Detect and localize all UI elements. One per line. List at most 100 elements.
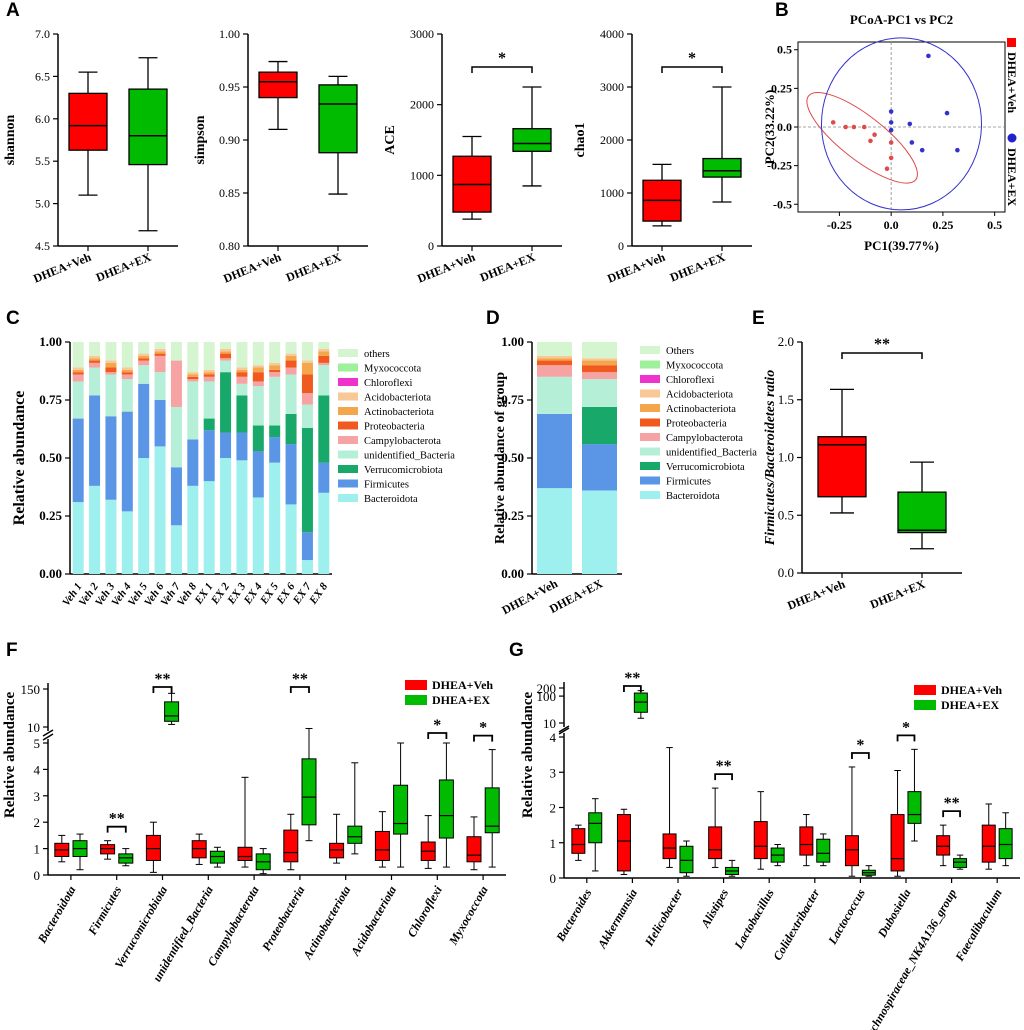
bar-segment-campylobacterota xyxy=(72,374,84,382)
bar-segment-verrucomicrobiota xyxy=(252,425,264,452)
y-tick-label: 0.50 xyxy=(39,450,62,465)
y-tick-label: 5.0 xyxy=(35,197,50,211)
x-tick-label: Campylobacterota xyxy=(205,884,262,969)
significance-bracket xyxy=(427,732,448,739)
bar-segment-proteobacteria xyxy=(203,374,215,377)
bar-segment-unidentified-bacteria xyxy=(105,374,117,417)
significance-label: ** xyxy=(292,671,308,688)
bar-segment-acidobacteriota xyxy=(105,360,117,363)
significance-label: * xyxy=(688,50,696,67)
panel-label-a: A xyxy=(6,0,20,21)
bar-segment-firmicutes xyxy=(187,439,199,486)
legend-swatch-campylobacterota xyxy=(338,436,358,444)
bar-segment-acidobacteriota xyxy=(203,369,215,373)
bar-segment-acidobacteriota xyxy=(220,348,232,352)
x-tick-label: DHEA+Veh xyxy=(785,577,847,613)
pcoa-scatter-plot: PCoA-PC1 vs PC2 -0.25 0.0 0.25 0.5 -0.5 -0.25 0… xyxy=(762,12,1019,253)
x-tick-label: Colidextribacter xyxy=(770,886,822,963)
y-tick-label: 10 xyxy=(543,716,556,731)
legend-label-firmicutes: Firmicutes xyxy=(364,480,409,491)
x-tick-label: DHEA+Veh xyxy=(605,250,667,286)
y-axis-label: shannon xyxy=(3,114,18,165)
box-ex xyxy=(209,850,225,864)
bar-segment-actinobacteriota xyxy=(121,369,133,373)
legend-swatch-unidentified-bacteria xyxy=(640,447,660,456)
veh-point xyxy=(861,124,867,130)
box-ex xyxy=(953,858,968,868)
box-veh xyxy=(145,834,161,861)
legend-label-veh: DHEA+Veh xyxy=(1005,52,1019,113)
x-tick-label: Bacteroidota xyxy=(34,884,78,947)
bar-segment-proteobacteria xyxy=(105,367,117,373)
y-tick-label: 2 xyxy=(34,815,41,830)
bar-segment-acidobacteriota xyxy=(138,353,150,356)
bar-segment-campylobacterota xyxy=(220,358,232,361)
bar-segment-verrucomicrobiota xyxy=(269,425,281,438)
bar-segment-bacteroidota xyxy=(170,525,182,574)
bar-segment-actinobacteriota xyxy=(269,365,281,370)
y-tick-label: 200 xyxy=(537,681,557,696)
bar-segment-acidobacteriota xyxy=(187,372,199,375)
legend-swatch-bacteroidota xyxy=(338,494,358,502)
ace-boxplot: 0 1000 2000 3000 ACE DHEA+Veh DHEA+EX * xyxy=(383,27,562,286)
legend-swatch-myxococcota xyxy=(640,360,660,369)
bar-segment-campylobacterota xyxy=(187,379,199,382)
y-tick-label: 1.00 xyxy=(501,334,524,349)
panel-label-d: D xyxy=(486,308,500,329)
box-ex xyxy=(347,825,363,844)
y-tick-label: 150 xyxy=(21,682,41,697)
y-tick-label: 0.75 xyxy=(39,392,62,407)
x-tick-label: Lactobacillus xyxy=(731,886,777,952)
ex-point xyxy=(926,53,931,59)
bar-segment-verrucomicrobiota xyxy=(285,413,297,445)
y-tick-label: 0.85 xyxy=(219,186,240,200)
legend-label-actinobacteriota: Actinobacteriota xyxy=(666,404,736,415)
legend-swatch-campylobacterota xyxy=(640,433,660,441)
bar-segment-campylobacterota xyxy=(203,376,215,382)
legend-swatch-firmicutes xyxy=(338,479,358,488)
legend-marker-ex xyxy=(1007,133,1017,143)
bar-segment-proteobacteria xyxy=(89,360,101,363)
y-tick-label: -0.5 xyxy=(773,197,792,211)
bar-segment-bacteroidota xyxy=(154,446,166,574)
bar-segment-unidentified-bacteria xyxy=(154,372,166,400)
bar-segment-bacteroidota xyxy=(252,497,264,574)
y-tick-label: 1000 xyxy=(410,168,434,182)
panel-label-c: C xyxy=(6,308,20,329)
x-tick-label: Lactococcus xyxy=(825,886,868,947)
x-tick-label: Faecalibaculum xyxy=(952,887,1005,965)
box-ex xyxy=(588,812,603,844)
bar-segment-campylobacterota xyxy=(269,372,281,377)
y-tick-label: 6.0 xyxy=(35,112,50,126)
veh-point xyxy=(888,140,894,145)
box-veh xyxy=(890,814,905,872)
legend-label-proteobacteria: Proteobacteria xyxy=(364,422,425,433)
y-tick-label: 5 xyxy=(34,736,41,751)
group-stacked-bar-chart: 0.00 0.25 0.50 0.75 1.00 Relative abundance o… xyxy=(493,334,757,617)
ratio-boxplot: 0.0 0.5 1.0 1.5 2.0 Firmicutes/Bacteroidetes … xyxy=(763,334,962,613)
bar-segment-actinobacteriota xyxy=(582,360,617,366)
bar-segment-bacteroidota xyxy=(89,485,101,574)
bar-segment-unidentified-bacteria xyxy=(89,367,101,396)
x-tick-label: 0.25 xyxy=(932,218,953,232)
x-tick-label: Alistipes xyxy=(698,886,732,931)
bar-segment-acidobacteriota xyxy=(252,365,264,368)
ex-point xyxy=(955,147,960,153)
bar-segment-campylobacterota xyxy=(537,365,572,377)
ex-point xyxy=(944,110,950,116)
bar-segment-acidobacteriota xyxy=(301,360,313,363)
y-tick-label: 6.5 xyxy=(35,69,50,83)
legend-swatch-myxococcota xyxy=(338,363,358,372)
bar-segment-unidentified-bacteria xyxy=(187,381,199,440)
legend-label-firmicutes: Firmicutes xyxy=(666,477,711,488)
y-tick-label: -0.25 xyxy=(767,159,792,173)
legend-swatch-chloroflexi xyxy=(640,375,660,383)
box-veh xyxy=(662,833,677,860)
veh-point xyxy=(888,155,894,161)
legend-label-bacteroidota: Bacteroidota xyxy=(364,494,418,505)
x-tick-label: EX 8 xyxy=(307,580,331,607)
y-tick-label: 0.50 xyxy=(501,450,524,465)
bar-segment-firmicutes xyxy=(203,430,215,482)
y-tick-label: 1.5 xyxy=(778,392,794,407)
